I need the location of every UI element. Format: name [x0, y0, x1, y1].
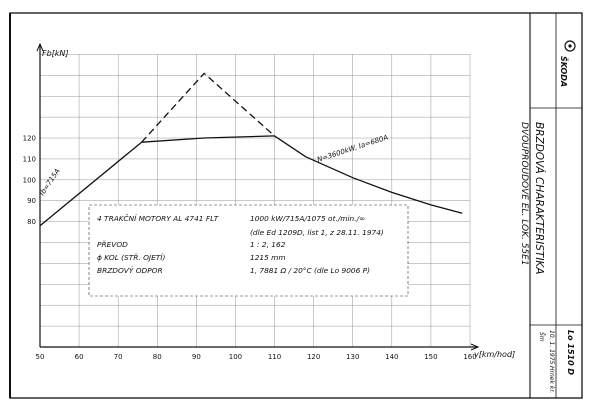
y-axis-ticks: 80 90 100 110 120: [23, 135, 36, 227]
x-tick-label: 130: [346, 353, 359, 361]
drawing-date: 10. 1. 1975: [548, 330, 555, 365]
x-tick-label: 120: [307, 353, 320, 361]
x-tick-label: 90: [192, 353, 201, 361]
side-title-line1: BRZDOVÁ CHARAKTERISTIKA: [533, 122, 546, 275]
info-label-gear: PŘEVOD: [97, 240, 128, 249]
x-tick-label: 80: [153, 353, 162, 361]
info-label-wheel: ϕ KOL (STŘ. OJETÍ): [97, 253, 165, 262]
logo-dot-icon: [568, 44, 572, 48]
checked-by: Hrnek kr.: [548, 366, 555, 393]
info-box: [88, 204, 409, 297]
y-tick-label: 120: [23, 135, 36, 143]
chart-grid: [39, 54, 471, 347]
y-axis-label: Fb[kN]: [42, 49, 69, 58]
y-tick-label: 90: [27, 197, 36, 205]
skoda-logo: ŠKODA: [559, 40, 576, 87]
info-label-motors: 4 TRAKČNÍ MOTORY AL 4741 FLT: [97, 214, 219, 223]
info-value-wheel: 1215 mm: [250, 253, 286, 262]
x-axis-arrow-icon: [470, 343, 480, 351]
series-line-dashed: [141, 72, 275, 143]
logo-wing-icon: [564, 40, 576, 52]
info-value-motors: 1000 kW/715A/1075 ot./min./∞: [250, 214, 365, 223]
drawing-number: Lo 1510 D: [566, 330, 575, 375]
x-tick-label: 60: [75, 353, 84, 361]
info-value-reference: (dle Ed 1209D, list 1, z 28.11. 1974): [250, 228, 384, 237]
x-tick-label: 150: [424, 353, 437, 361]
chart-series: [39, 72, 463, 227]
y-tick-label: 80: [27, 218, 36, 226]
x-tick-label: 50: [36, 353, 45, 361]
drawing-signature: Šm: [538, 332, 545, 342]
annotation-ib: Ib=715A: [38, 167, 62, 197]
x-tick-label: 110: [268, 353, 281, 361]
y-axis-arrow-icon: [36, 42, 44, 52]
x-tick-label: 140: [385, 353, 398, 361]
chart-axes: [36, 42, 480, 351]
x-axis-label: v[km/hod]: [474, 350, 515, 359]
x-tick-label: 160: [463, 353, 476, 361]
brand-name: ŠKODA: [559, 56, 569, 87]
y-tick-label: 100: [23, 176, 36, 184]
info-value-resistor: 1, 7881 Ω / 20°C (dle Lo 9006 P): [250, 266, 370, 275]
info-label-resistor: BRZDOVÝ ODPOR: [97, 266, 163, 275]
y-tick-label: 110: [23, 155, 36, 163]
x-tick-label: 70: [114, 353, 123, 361]
side-title-line2: DVOUPROUDOVÉ EL. LOK. 55E1: [519, 122, 531, 266]
info-value-gear: 1 : 2, 162: [250, 240, 286, 249]
x-axis-ticks: 50 60 70 80 90 100 110 120 130 140 150 160: [36, 353, 477, 361]
series-line-solid: [39, 135, 463, 227]
x-tick-label: 100: [229, 353, 242, 361]
